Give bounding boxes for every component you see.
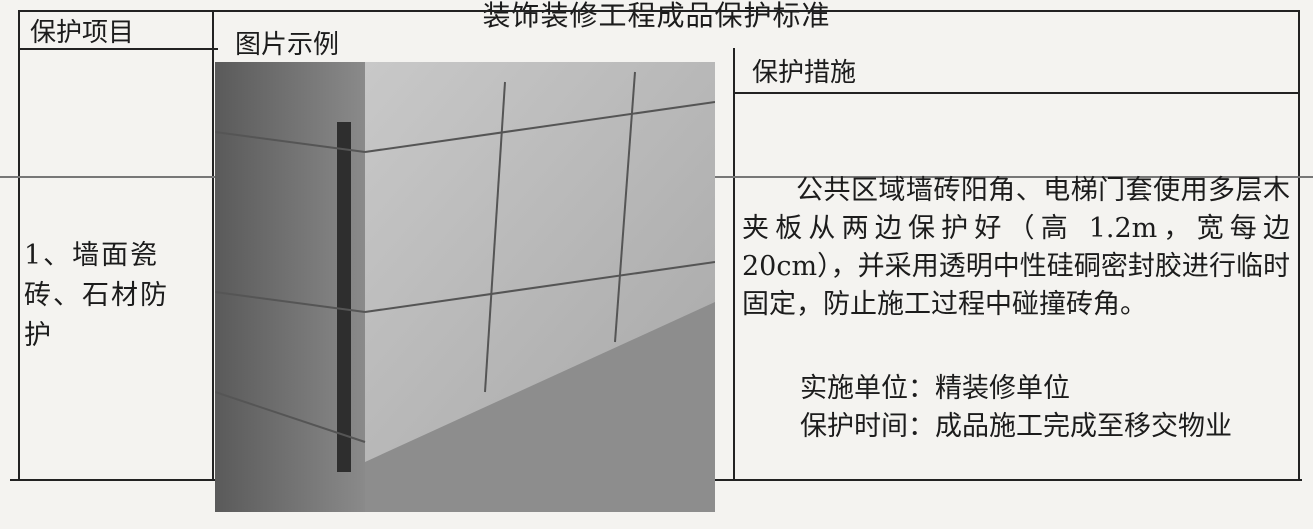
header-cell: 图片示例 xyxy=(235,30,340,60)
protection-item: 1、墙面瓷砖、石材防护 xyxy=(24,240,169,351)
header-cell: 保护项目 xyxy=(30,18,135,48)
column-rule xyxy=(733,48,735,480)
table-border xyxy=(18,10,20,480)
column-rule xyxy=(212,10,214,480)
header-cell: 保护措施 xyxy=(752,58,857,88)
title: 装饰装修工程成品保护标准 xyxy=(482,0,831,32)
example-photo xyxy=(215,62,715,512)
header-rule xyxy=(735,92,1300,94)
protection-measure: 公共区域墙砖阳角、电梯门套使用多层木夹板从两边保护好（高 1.2m，宽每边 20… xyxy=(742,175,1290,320)
header-rule xyxy=(18,48,218,50)
table-border xyxy=(1298,10,1300,480)
protection-period: 保护时间：成品施工完成至移交物业 xyxy=(800,411,1232,442)
implementing-unit: 实施单位：精装修单位 xyxy=(800,373,1070,404)
table-border xyxy=(18,10,1300,12)
